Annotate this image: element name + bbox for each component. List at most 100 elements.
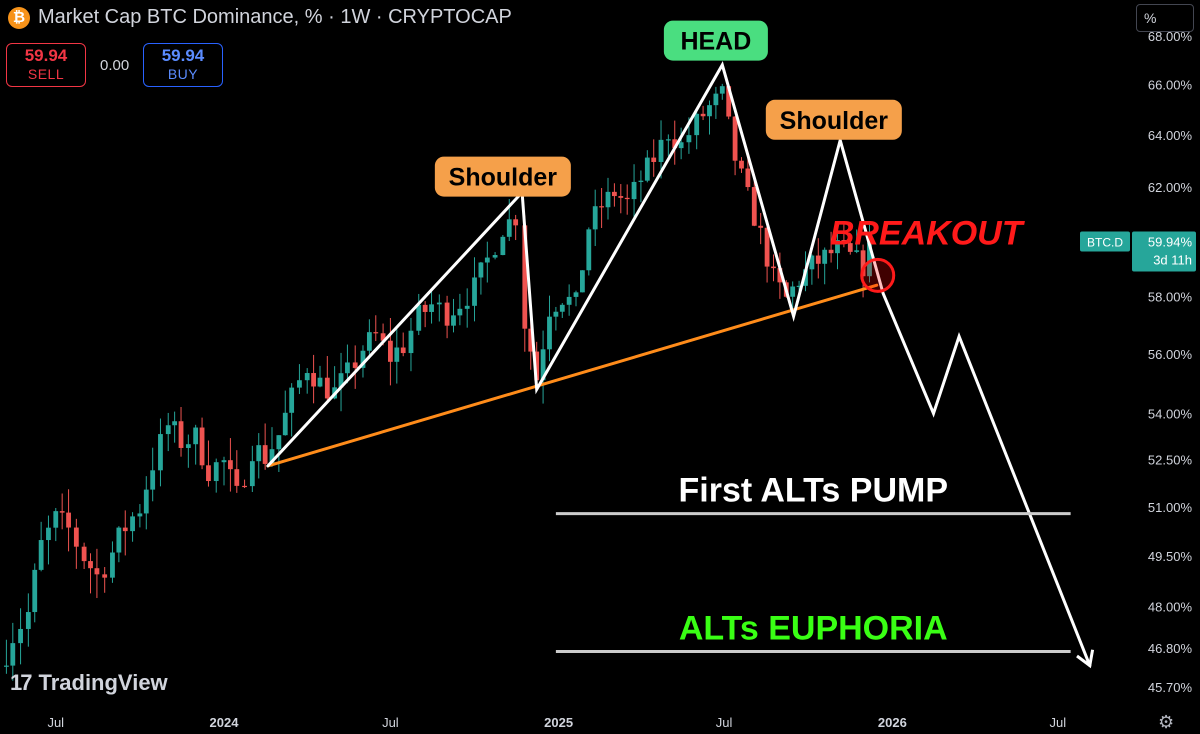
candle-body — [408, 330, 414, 354]
candle-body — [547, 316, 552, 350]
x-tick-label: Jul — [1050, 715, 1067, 730]
candle-body — [32, 569, 38, 613]
candle-body — [249, 461, 255, 487]
candle-body — [828, 249, 834, 254]
candle-body — [394, 347, 400, 362]
sell-price: 59.94 — [24, 46, 68, 65]
candle-body — [4, 665, 9, 667]
candle-body — [771, 266, 776, 269]
candle-body — [732, 116, 738, 161]
y-tick-label: 45.70% — [1148, 680, 1193, 695]
breakout-circle — [860, 257, 896, 293]
candle-body — [380, 333, 386, 341]
neckline-trendline — [266, 283, 879, 468]
candle-body — [38, 540, 44, 570]
x-axis: Jul 2024 Jul 2025 Jul 2026 Jul — [47, 715, 1066, 730]
candle-body — [59, 511, 65, 513]
target-levels: First ALTs PUMP ALTs EUPHORIA — [555, 472, 1071, 654]
candle-body — [269, 449, 275, 464]
y-tick-label: 66.00% — [1148, 78, 1193, 93]
candle-body — [360, 350, 366, 368]
bitcoin-logo-icon: ₿ — [8, 6, 30, 29]
candle-body — [81, 546, 87, 562]
candle-body — [436, 302, 442, 305]
head-label: HEAD — [680, 28, 751, 56]
candle-body — [658, 139, 664, 162]
candle-body — [457, 308, 463, 316]
x-tick-label: 2025 — [544, 715, 573, 730]
candle-body — [586, 229, 592, 271]
candle-body — [803, 269, 808, 286]
candle-body — [304, 373, 310, 381]
candle-body — [796, 285, 802, 288]
candle-body — [388, 340, 393, 362]
candle-body — [605, 191, 611, 208]
sell-button[interactable]: 59.94 SELL — [6, 43, 86, 87]
candle-body — [178, 421, 184, 448]
candle-body — [221, 460, 227, 463]
y-tick-label: 58.00% — [1148, 289, 1193, 304]
candle-body — [137, 513, 143, 517]
candle-body — [764, 227, 770, 267]
candle-body — [345, 362, 350, 374]
candle-body — [110, 552, 115, 578]
unit-button[interactable]: % — [1136, 4, 1194, 32]
candle-body — [745, 168, 751, 188]
tradingview-logo[interactable]: 17 TradingView — [10, 670, 168, 696]
pattern-lines — [266, 61, 1095, 669]
x-tick-label: Jul — [716, 715, 733, 730]
shoulder-label-box — [434, 156, 571, 197]
symbol-title[interactable]: Market Cap BTC Dominance, % · 1W · CRYPT… — [38, 6, 512, 28]
candle-body — [624, 197, 630, 200]
candle-body — [713, 93, 719, 106]
candle-body — [686, 135, 692, 143]
candle-body — [631, 181, 637, 200]
candle-body — [400, 347, 406, 354]
candle-body — [206, 465, 211, 482]
candle-body — [854, 250, 860, 252]
candle-body — [276, 435, 282, 450]
tradingview-logo-mark: 17 — [10, 670, 33, 695]
candle-body — [289, 387, 295, 413]
candle-body — [429, 304, 434, 312]
candle-body — [193, 427, 199, 445]
y-tick-label: 54.00% — [1148, 407, 1193, 422]
candle-body — [707, 105, 712, 117]
candle-body — [506, 219, 512, 237]
buy-button[interactable]: 59.94 BUY — [143, 43, 223, 87]
y-tick-label: 64.00% — [1148, 128, 1193, 143]
candle-body — [444, 302, 450, 326]
candle-body — [213, 462, 219, 482]
level-label: ALTs EUPHORIA — [679, 610, 948, 648]
y-tick-label: 52.50% — [1148, 453, 1193, 468]
last-price-value: 59.94% — [1148, 234, 1193, 249]
chart-header: ₿ Market Cap BTC Dominance, % · 1W · CRY… — [8, 6, 512, 29]
candle-body — [618, 196, 624, 198]
candle-body — [73, 527, 79, 547]
candle-body — [638, 180, 644, 182]
candle-body — [352, 362, 358, 368]
candle-body — [672, 139, 678, 149]
candle-body — [751, 187, 757, 226]
candle-body — [150, 470, 156, 490]
buy-price: 59.94 — [161, 46, 205, 65]
x-tick-label: 2026 — [878, 715, 907, 730]
candle-body — [478, 262, 484, 278]
candle-body — [256, 445, 262, 462]
candle-body — [513, 219, 519, 226]
candle-body — [416, 304, 422, 331]
candle-body — [66, 512, 71, 528]
candle-body — [559, 304, 565, 312]
shoulder-label: Shoulder — [449, 164, 558, 192]
candle-body — [592, 206, 598, 230]
candle-body — [185, 444, 191, 448]
gear-icon[interactable]: ⚙ — [1158, 712, 1175, 732]
candle-body — [534, 351, 540, 381]
candle-body — [122, 527, 128, 532]
candle-body — [199, 427, 205, 466]
spread-value: 0.00 — [100, 57, 130, 74]
candle-body — [464, 305, 470, 309]
candle-body — [116, 527, 122, 553]
x-tick-label: Jul — [382, 715, 399, 730]
